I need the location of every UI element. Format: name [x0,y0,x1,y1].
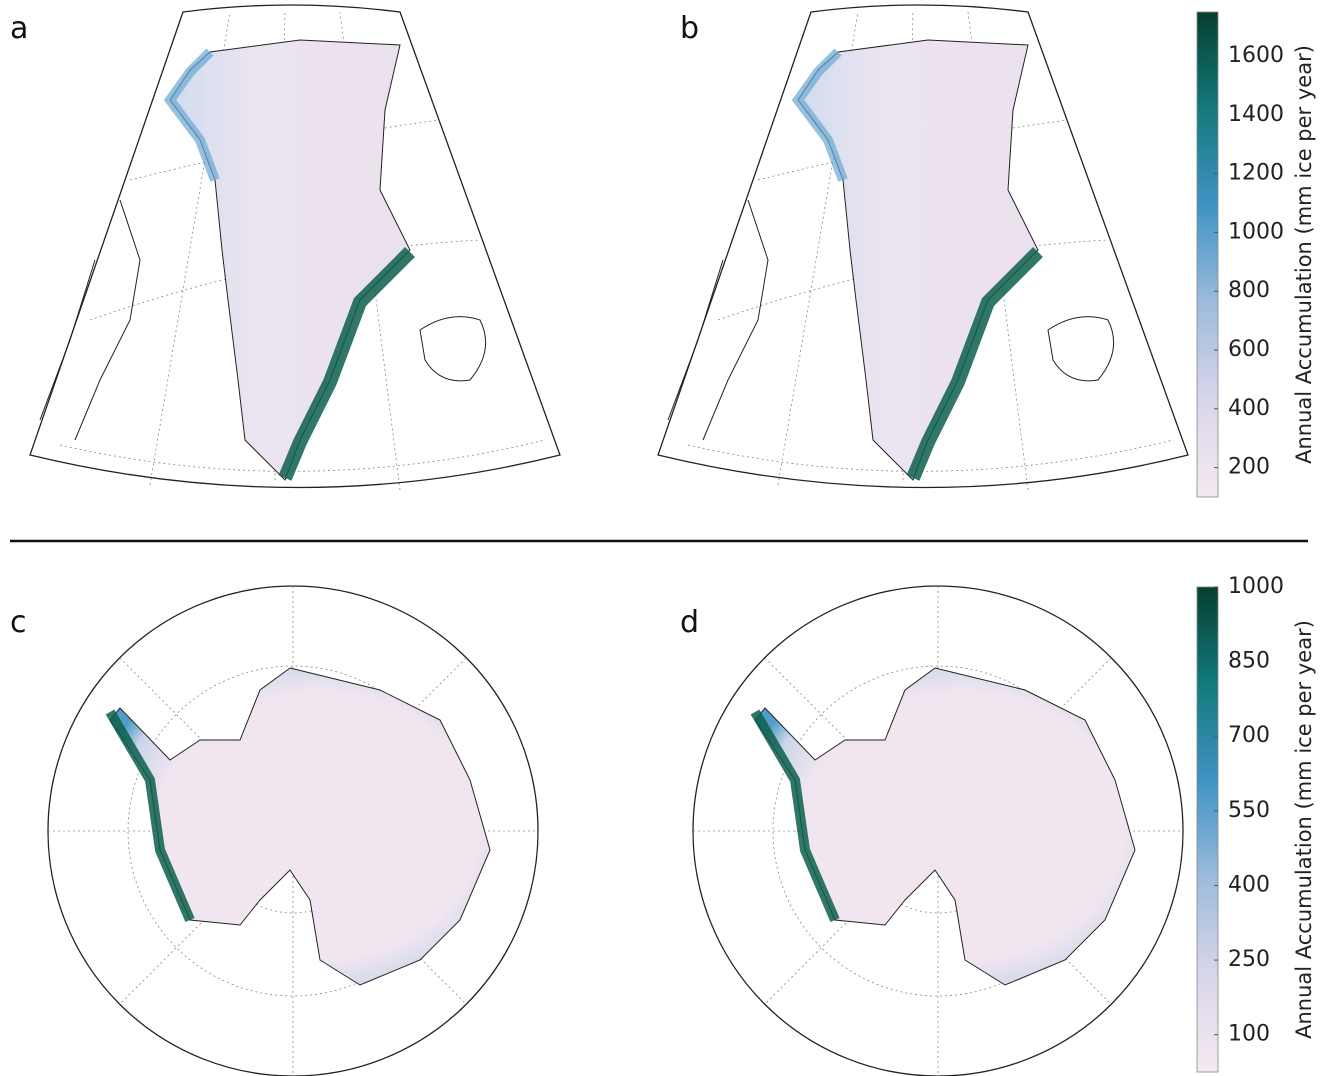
map-greenland [30,5,560,490]
tick-label: 1200 [1228,161,1284,186]
tick-label: 400 [1228,872,1270,897]
colorbar [1196,586,1219,1073]
colorbar-label: Annual Accumulation (mm ice per year) [1292,620,1316,1039]
tick-label: 1000 [1228,219,1284,244]
panel-label: b [680,11,699,46]
tick-label: 400 [1228,396,1270,421]
tick-label: 550 [1228,798,1270,823]
panel-label: c [10,605,27,640]
map-antarctica [693,586,1183,1076]
colorbar-label: Annual Accumulation (mm ice per year) [1292,45,1316,464]
tick-label: 1400 [1228,102,1284,127]
tick-label: 850 [1228,649,1270,674]
tick-label: 800 [1228,278,1270,303]
panel-label: a [10,11,28,46]
tick-label: 1000 [1228,574,1284,599]
map-antarctica [48,586,538,1076]
colorbar [1196,11,1219,498]
tick-label: 250 [1228,947,1270,972]
tick-label: 200 [1228,455,1270,480]
tick-label: 700 [1228,723,1270,748]
map-greenland [658,5,1188,490]
panel-label: d [680,605,699,640]
tick-label: 100 [1228,1022,1270,1047]
tick-label: 1600 [1228,43,1284,68]
tick-label: 600 [1228,337,1270,362]
